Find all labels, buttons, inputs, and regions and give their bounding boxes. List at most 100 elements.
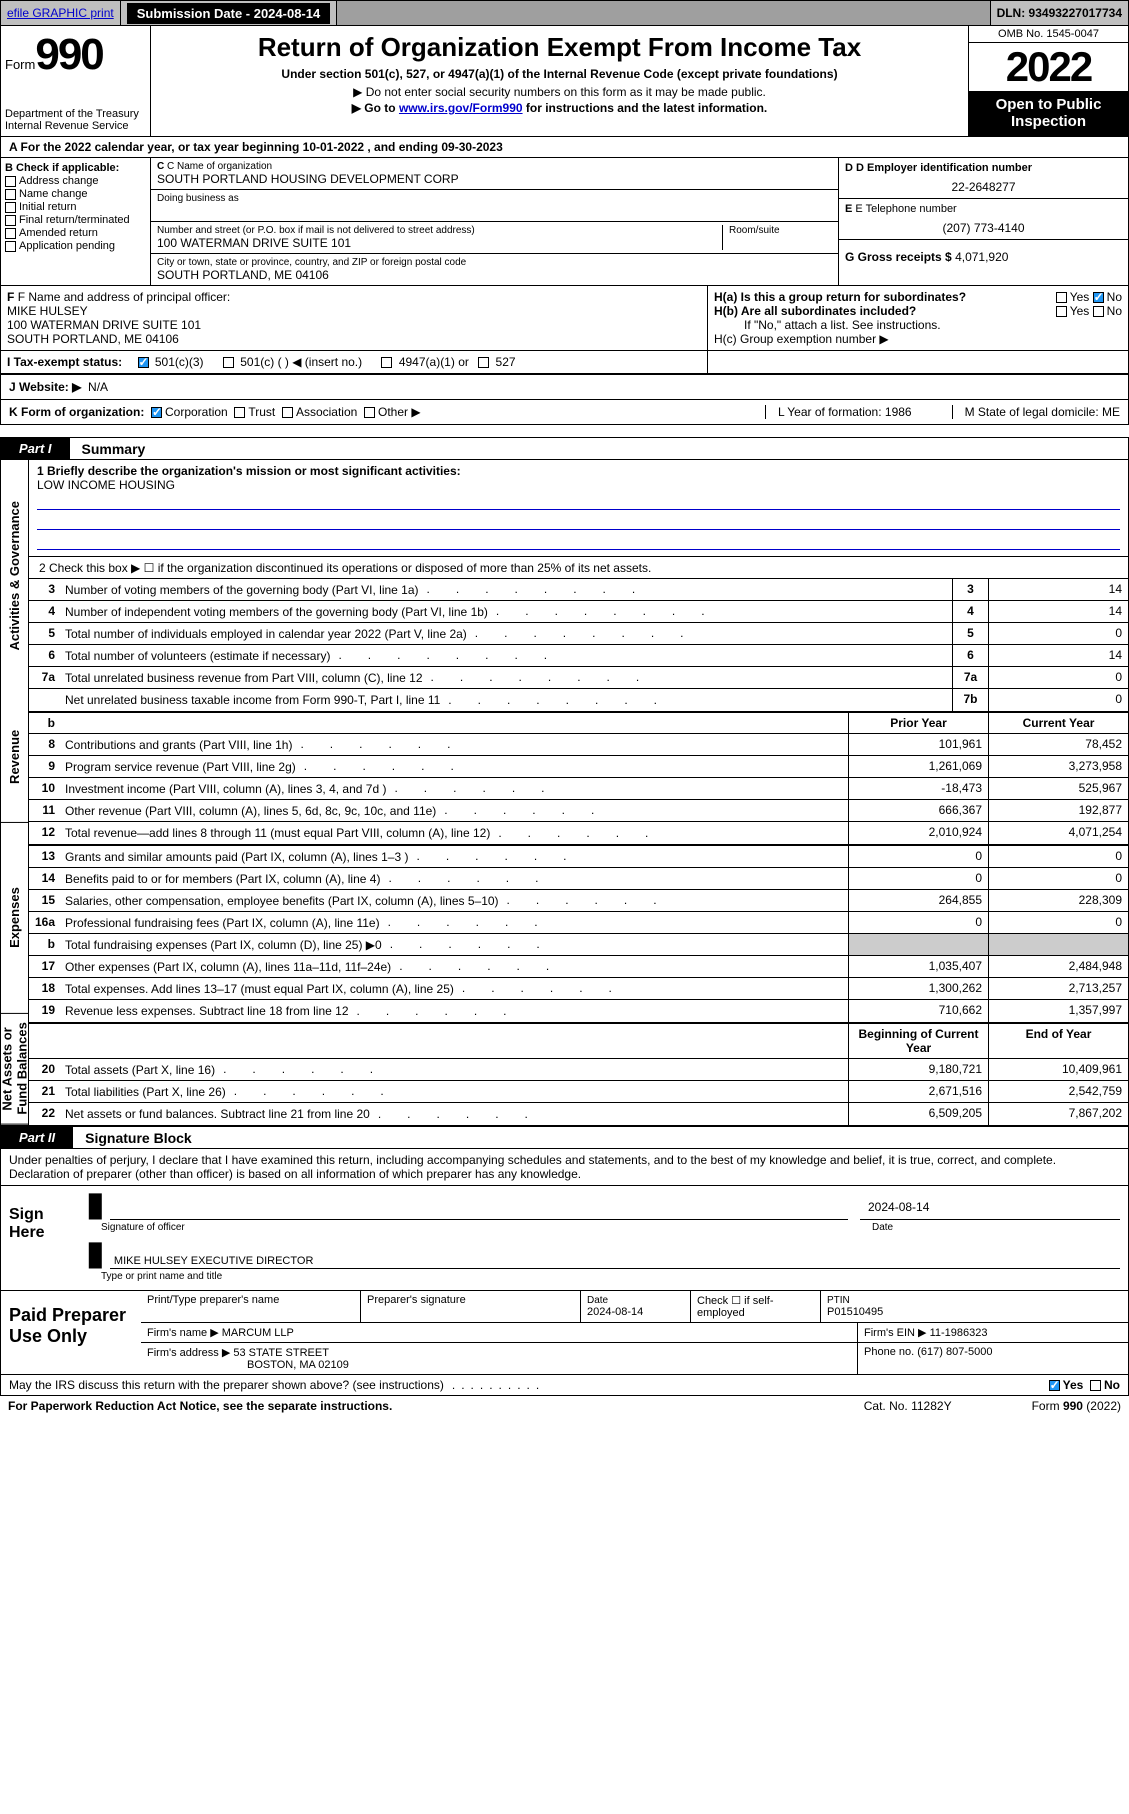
row-k-lbl: K Form of organization: <box>9 405 144 419</box>
chk-application-pending[interactable] <box>5 241 16 252</box>
prep-right: Print/Type preparer's name Preparer's si… <box>141 1291 1128 1374</box>
sumrow-16a: 16a Professional fundraising fees (Part … <box>29 912 1128 934</box>
section-d: D D Employer identification number 22-26… <box>838 158 1128 285</box>
form-note2: ▶ Go to www.irs.gov/Form990 for instruct… <box>157 101 962 115</box>
chk-ha-yes[interactable] <box>1056 292 1067 303</box>
firm-addr-lbl: Firm's address ▶ <box>147 1347 230 1359</box>
opt-address-change: Address change <box>19 175 99 187</box>
section-b-title: B Check if applicable: <box>5 162 146 174</box>
vlabel-netassets: Net Assets or Fund Balances <box>1 1014 28 1125</box>
sumrow-3: 3 Number of voting members of the govern… <box>29 579 1128 601</box>
chk-initial-return[interactable] <box>5 202 16 213</box>
line-a: A For the 2022 calendar year, or tax yea… <box>0 137 1129 158</box>
hdr-current: Current Year <box>988 713 1128 733</box>
phone-val: (207) 773-4140 <box>845 215 1122 235</box>
form-note1: ▶ Do not enter social security numbers o… <box>157 85 962 99</box>
firm-name: MARCUM LLP <box>222 1327 294 1339</box>
sumrow-6: 6 Total number of volunteers (estimate i… <box>29 645 1128 667</box>
opt-other: Other ▶ <box>378 405 421 419</box>
footer-left: For Paperwork Reduction Act Notice, see … <box>8 1399 392 1413</box>
firm-addr2: BOSTON, MA 02109 <box>147 1359 349 1371</box>
chk-name-change[interactable] <box>5 189 16 200</box>
hc-row: H(c) Group exemption number ▶ <box>714 332 1122 346</box>
prep-r1c1: Print/Type preparer's name <box>141 1291 361 1322</box>
section-b: B Check if applicable: Address change Na… <box>1 158 151 285</box>
firm-phone-cell: Phone no. (617) 807-5000 <box>858 1343 1128 1374</box>
sumrow-15: 15 Salaries, other compensation, employe… <box>29 890 1128 912</box>
chk-other[interactable] <box>364 407 375 418</box>
ein-label-text: D Employer identification number <box>856 162 1032 174</box>
section-c: C C Name of organization SOUTH PORTLAND … <box>151 158 838 285</box>
line-a-text: A For the 2022 calendar year, or tax yea… <box>9 140 503 154</box>
chk-trust[interactable] <box>234 407 245 418</box>
chk-discuss-yes[interactable] <box>1049 1380 1060 1391</box>
header-left: Form990 Department of the Treasury Inter… <box>1 26 151 136</box>
mission-lbl: 1 Briefly describe the organization's mi… <box>37 464 461 478</box>
form-subtitle: Under section 501(c), 527, or 4947(a)(1)… <box>157 67 962 81</box>
org-name: SOUTH PORTLAND HOUSING DEVELOPMENT CORP <box>157 172 832 186</box>
row-i: I Tax-exempt status: 501(c)(3) 501(c) ( … <box>1 351 708 374</box>
submission-button[interactable]: Submission Date - 2024-08-14 <box>127 3 331 24</box>
omb-number: OMB No. 1545-0047 <box>969 26 1128 43</box>
prep-r1c5: PTINP01510495 <box>821 1291 1128 1322</box>
opt-initial-return: Initial return <box>19 201 76 213</box>
signer-name: MIKE HULSEY EXECUTIVE DIRECTOR <box>114 1255 313 1267</box>
irs-link[interactable]: www.irs.gov/Form990 <box>399 101 523 115</box>
hb-note: If "No," attach a list. See instructions… <box>714 318 1122 332</box>
chk-corporation[interactable] <box>151 407 162 418</box>
vlabel-revenue: Revenue <box>1 692 28 823</box>
chk-hb-yes[interactable] <box>1056 306 1067 317</box>
chk-501c[interactable] <box>223 357 234 368</box>
chk-discuss-no[interactable] <box>1090 1380 1101 1391</box>
topbar-spacer <box>337 1 990 25</box>
firm-phone-lbl: Phone no. <box>864 1346 914 1358</box>
row-k: K Form of organization: Corporation Trus… <box>0 400 1129 425</box>
sign-left: Sign Here <box>1 1186 81 1290</box>
efile-print-cell[interactable]: efile GRAPHIC print <box>1 1 121 25</box>
sumrow-19: 19 Revenue less expenses. Subtract line … <box>29 1000 1128 1022</box>
form-number: 990 <box>35 30 102 79</box>
chk-association[interactable] <box>282 407 293 418</box>
chk-ha-no[interactable] <box>1093 292 1104 303</box>
addr-lbl: Number and street (or P.O. box if mail i… <box>157 225 722 236</box>
sumrow-8: 8 Contributions and grants (Part VIII, l… <box>29 734 1128 756</box>
efile-link[interactable]: efile GRAPHIC print <box>7 6 114 20</box>
chk-501c3[interactable] <box>138 357 149 368</box>
opt-4947: 4947(a)(1) or <box>399 355 469 369</box>
firm-name-lbl: Firm's name ▶ <box>147 1327 219 1339</box>
city-lbl: City or town, state or province, country… <box>157 257 832 268</box>
ptin-val: P01510495 <box>827 1306 883 1318</box>
block-ij: I Tax-exempt status: 501(c)(3) 501(c) ( … <box>0 351 1129 375</box>
chk-final-return[interactable] <box>5 215 16 226</box>
signature-line[interactable] <box>110 1200 848 1220</box>
chk-address-change[interactable] <box>5 176 16 187</box>
footer-row: For Paperwork Reduction Act Notice, see … <box>0 1396 1129 1416</box>
hb-note2 <box>708 351 1128 374</box>
discuss-row: May the IRS discuss this return with the… <box>0 1375 1129 1396</box>
chk-527[interactable] <box>478 357 489 368</box>
sumrow-5: 5 Total number of individuals employed i… <box>29 623 1128 645</box>
part-ii-title: Signature Block <box>73 1130 192 1146</box>
opt-527: 527 <box>496 355 516 369</box>
chk-hb-no[interactable] <box>1093 306 1104 317</box>
prep-date: 2024-08-14 <box>587 1306 643 1318</box>
phone-lbl: E E Telephone number <box>845 203 1122 215</box>
name-line: MIKE HULSEY EXECUTIVE DIRECTOR <box>110 1249 1120 1269</box>
ha-row: H(a) Is this a group return for subordin… <box>714 290 1122 304</box>
firm-addr-cell: Firm's address ▶ 53 STATE STREETBOSTON, … <box>141 1343 858 1374</box>
prep-date-lbl: Date <box>587 1295 608 1306</box>
sumrow-21: 21 Total liabilities (Part X, line 26). … <box>29 1081 1128 1103</box>
firm-phone: (617) 807-5000 <box>917 1346 992 1358</box>
vertical-labels: Activities & Governance Revenue Expenses… <box>1 460 29 1125</box>
ha-text: H(a) Is this a group return for subordin… <box>714 290 966 304</box>
chk-amended-return[interactable] <box>5 228 16 239</box>
topbar: efile GRAPHIC print Submission Date - 20… <box>0 0 1129 26</box>
prep-r1c4: Check ☐ if self-employed <box>691 1291 821 1322</box>
sumrow-7a: 7a Total unrelated business revenue from… <box>29 667 1128 689</box>
discuss-dots: .......... <box>444 1378 1049 1392</box>
submission-cell: Submission Date - 2024-08-14 <box>121 1 338 25</box>
summary-body: 1 Briefly describe the organization's mi… <box>29 460 1128 1125</box>
officer-name: MIKE HULSEY <box>7 304 701 318</box>
chk-4947[interactable] <box>381 357 392 368</box>
website-val: N/A <box>88 380 108 394</box>
